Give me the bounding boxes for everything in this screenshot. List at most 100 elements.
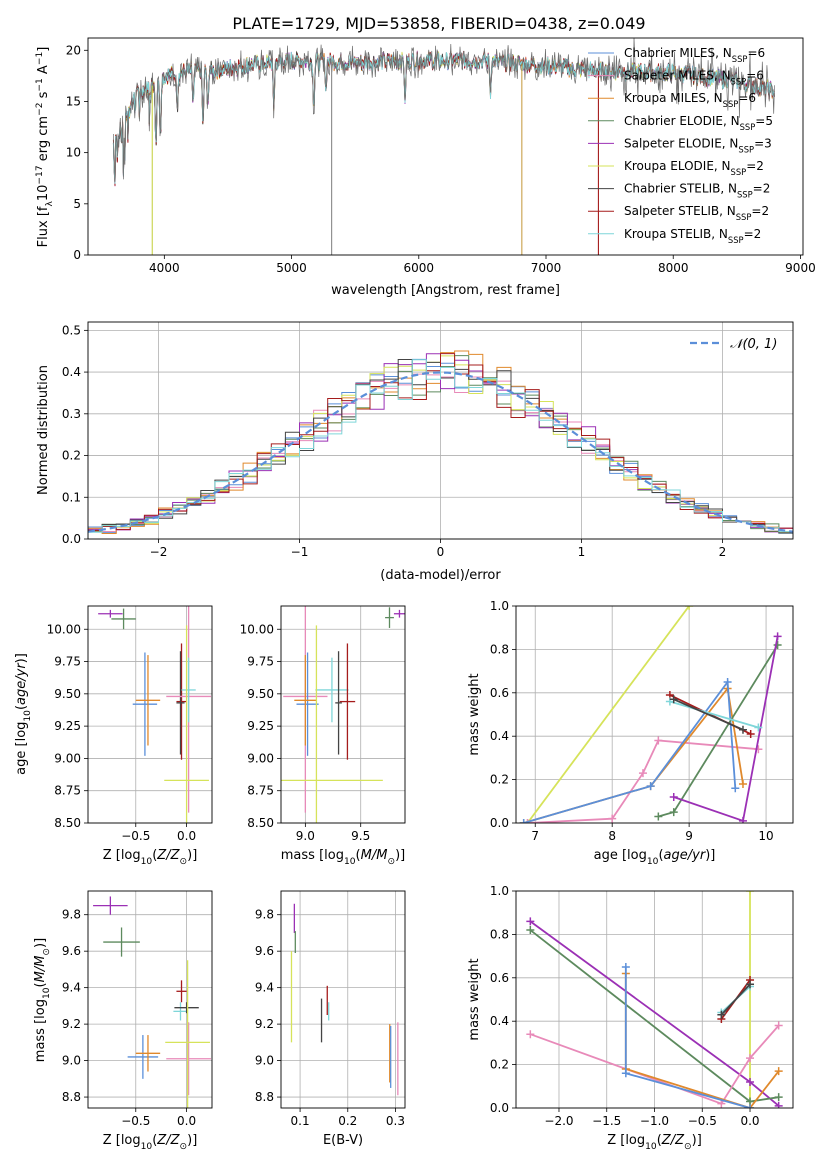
y-axis-label-part: Flux [f: [36, 206, 51, 247]
y-axis-label-part: 10: [42, 987, 52, 999]
y-tick-label: 10: [66, 146, 81, 160]
x-axis-label: age [log10(age/yr)]: [594, 848, 716, 867]
mass-vs-extinction-panel: 0.1 0.2 0.3 8.8 9.0 9.2 9.4 9.6 9.8 E(B-V): [255, 890, 406, 1148]
y-tick-label: 9.25: [54, 719, 81, 733]
mass-weight-marker: [746, 730, 755, 739]
plot-area: [519, 606, 782, 823]
y-axis-label-part: age/yr: [14, 662, 29, 705]
y-axis-label-part: −2: [35, 103, 45, 116]
mass-weight-marker: [723, 677, 732, 686]
x-axis-label-part: )]: [692, 1133, 702, 1148]
mass-weight-marker: [523, 819, 532, 823]
axes-frame: [87, 890, 213, 1109]
x-tick-label: 1: [578, 545, 586, 559]
legend-label-part: =2: [744, 227, 762, 241]
x-axis-label-part: ⊙: [180, 857, 188, 867]
y-tick-label: 0.2: [62, 449, 81, 463]
plot-area: [88, 350, 793, 539]
x-axis-label-part: 10: [344, 857, 356, 867]
x-tick-label: 6000: [404, 261, 435, 275]
legend-label-part: =6: [738, 91, 756, 105]
x-tick-label: 0.2: [338, 1114, 357, 1128]
x-axis-label: Z [log10(Z/Z⊙)]: [103, 1133, 198, 1152]
x-axis-label-part: )]: [395, 848, 405, 863]
mass-weight-marker: [746, 1054, 755, 1063]
mass-weight-marker: [608, 814, 617, 823]
x-axis-label: E(B-V): [323, 1133, 363, 1148]
x-axis-label-part: 10: [141, 857, 153, 867]
mass-weight-marker: [669, 792, 678, 801]
y-tick-label: 9.8: [255, 908, 274, 922]
y-tick-label: 0.8: [490, 642, 509, 656]
legend-label-part: Kroupa STELIB, N: [624, 227, 728, 241]
x-axis-label-part: )]: [705, 848, 715, 863]
y-tick-label: 9.50: [54, 687, 81, 701]
plot-area: [526, 891, 783, 1108]
y-axis-label: Flux [fλ10−17 erg cm−2 s−1 A−1]: [35, 47, 55, 248]
mass-weight-marker: [669, 695, 678, 704]
y-tick-label: 9.2: [62, 1017, 81, 1031]
x-tick-label: 9000: [785, 261, 816, 275]
y-tick-label: 0: [73, 248, 81, 262]
x-axis-label-part: (: [152, 848, 157, 863]
y-axis-label-part: A: [36, 65, 51, 78]
y-tick-label: 9.0: [255, 1054, 274, 1068]
x-axis-label: wavelength [Angstrom, rest frame]: [331, 283, 560, 298]
legend-label-part: SSP: [731, 77, 747, 87]
y-tick-label: 9.6: [62, 944, 81, 958]
x-tick-label: 0.0: [740, 1114, 759, 1128]
observed-spectrum-line: [113, 38, 775, 182]
x-tick-label: 9.0: [296, 829, 315, 843]
mass-weight-marker: [717, 1010, 726, 1019]
legend-label: Kroupa MILES, NSSP=6: [624, 91, 756, 109]
y-axis-label-part: λ: [45, 201, 55, 207]
legend-label-part: =3: [754, 136, 772, 150]
weight-vs-metallicity-panel: −2.0 −1.5 −1.0 −0.5 0.0 0.0 0.2 0.4 0.6 0.8 1.0 Z […: [467, 884, 794, 1152]
residual-histogram-step: [88, 359, 793, 539]
x-tick-label: −1.5: [592, 1114, 621, 1128]
mass-weight-line: [669, 700, 759, 729]
y-tick-label: 9.00: [54, 751, 81, 765]
legend-label-part: SSP: [732, 54, 748, 64]
x-tick-label: −0.5: [688, 1114, 717, 1128]
legend-label-part: Chabrier MILES, N: [624, 46, 732, 60]
legend-label-part: =6: [746, 69, 764, 83]
legend-label: Salpeter MILES, NSSP=6: [624, 69, 764, 87]
legend-label-part: Salpeter MILES, N: [624, 69, 731, 83]
y-tick-label: 9.25: [247, 719, 274, 733]
x-tick-label: 2: [719, 545, 727, 559]
y-tick-label: 0.4: [62, 365, 81, 379]
x-axis-label-part: Z/Z: [661, 1133, 685, 1148]
y-axis-label: mass [log10(M/M⊙)]: [33, 938, 52, 1062]
x-tick-label: 8: [608, 829, 616, 843]
legend-label: Chabrier ELODIE, NSSP=5: [624, 114, 773, 132]
x-axis-label: (data-model)/error: [380, 568, 501, 583]
legend-label-part: =2: [751, 204, 769, 218]
y-tick-label: 9.2: [255, 1017, 274, 1031]
x-axis-label-part: ⊙: [180, 1142, 188, 1152]
x-axis-label-part: Z/Z: [156, 1133, 180, 1148]
legend-label-part: SSP: [740, 122, 756, 132]
axes-frame: [87, 605, 213, 824]
mass-weight-marker: [774, 1021, 783, 1030]
x-tick-label: −2.0: [544, 1114, 573, 1128]
legend-label-part: SSP: [736, 212, 752, 222]
x-axis-label-part: E(B-V): [323, 1133, 363, 1148]
y-axis-label-part: )]: [14, 653, 29, 663]
x-tick-label: 8000: [658, 261, 689, 275]
mass-vs-metallicity-panel: −0.5 0.08.89.09.29.49.69.8Z [log10(Z/Z⊙)]…: [33, 890, 213, 1152]
legend-label-part: =5: [755, 114, 773, 128]
axes-frame: [87, 37, 804, 256]
y-tick-label: 10.00: [47, 622, 81, 636]
y-axis-label-part: M/M: [33, 956, 48, 983]
x-tick-label: 0.0: [177, 829, 196, 843]
legend-label-part: Salpeter ELODIE, N: [624, 136, 738, 150]
x-axis-label-part: Z [log: [103, 848, 141, 863]
y-axis-label-part: )]: [33, 938, 48, 948]
y-tick-label: 15: [66, 94, 81, 108]
x-axis-label-part: )]: [187, 848, 197, 863]
legend-label-part: =2: [753, 182, 771, 196]
mass-weight-marker: [621, 962, 630, 971]
y-axis-label: age [log10(age/yr)]: [14, 653, 33, 775]
